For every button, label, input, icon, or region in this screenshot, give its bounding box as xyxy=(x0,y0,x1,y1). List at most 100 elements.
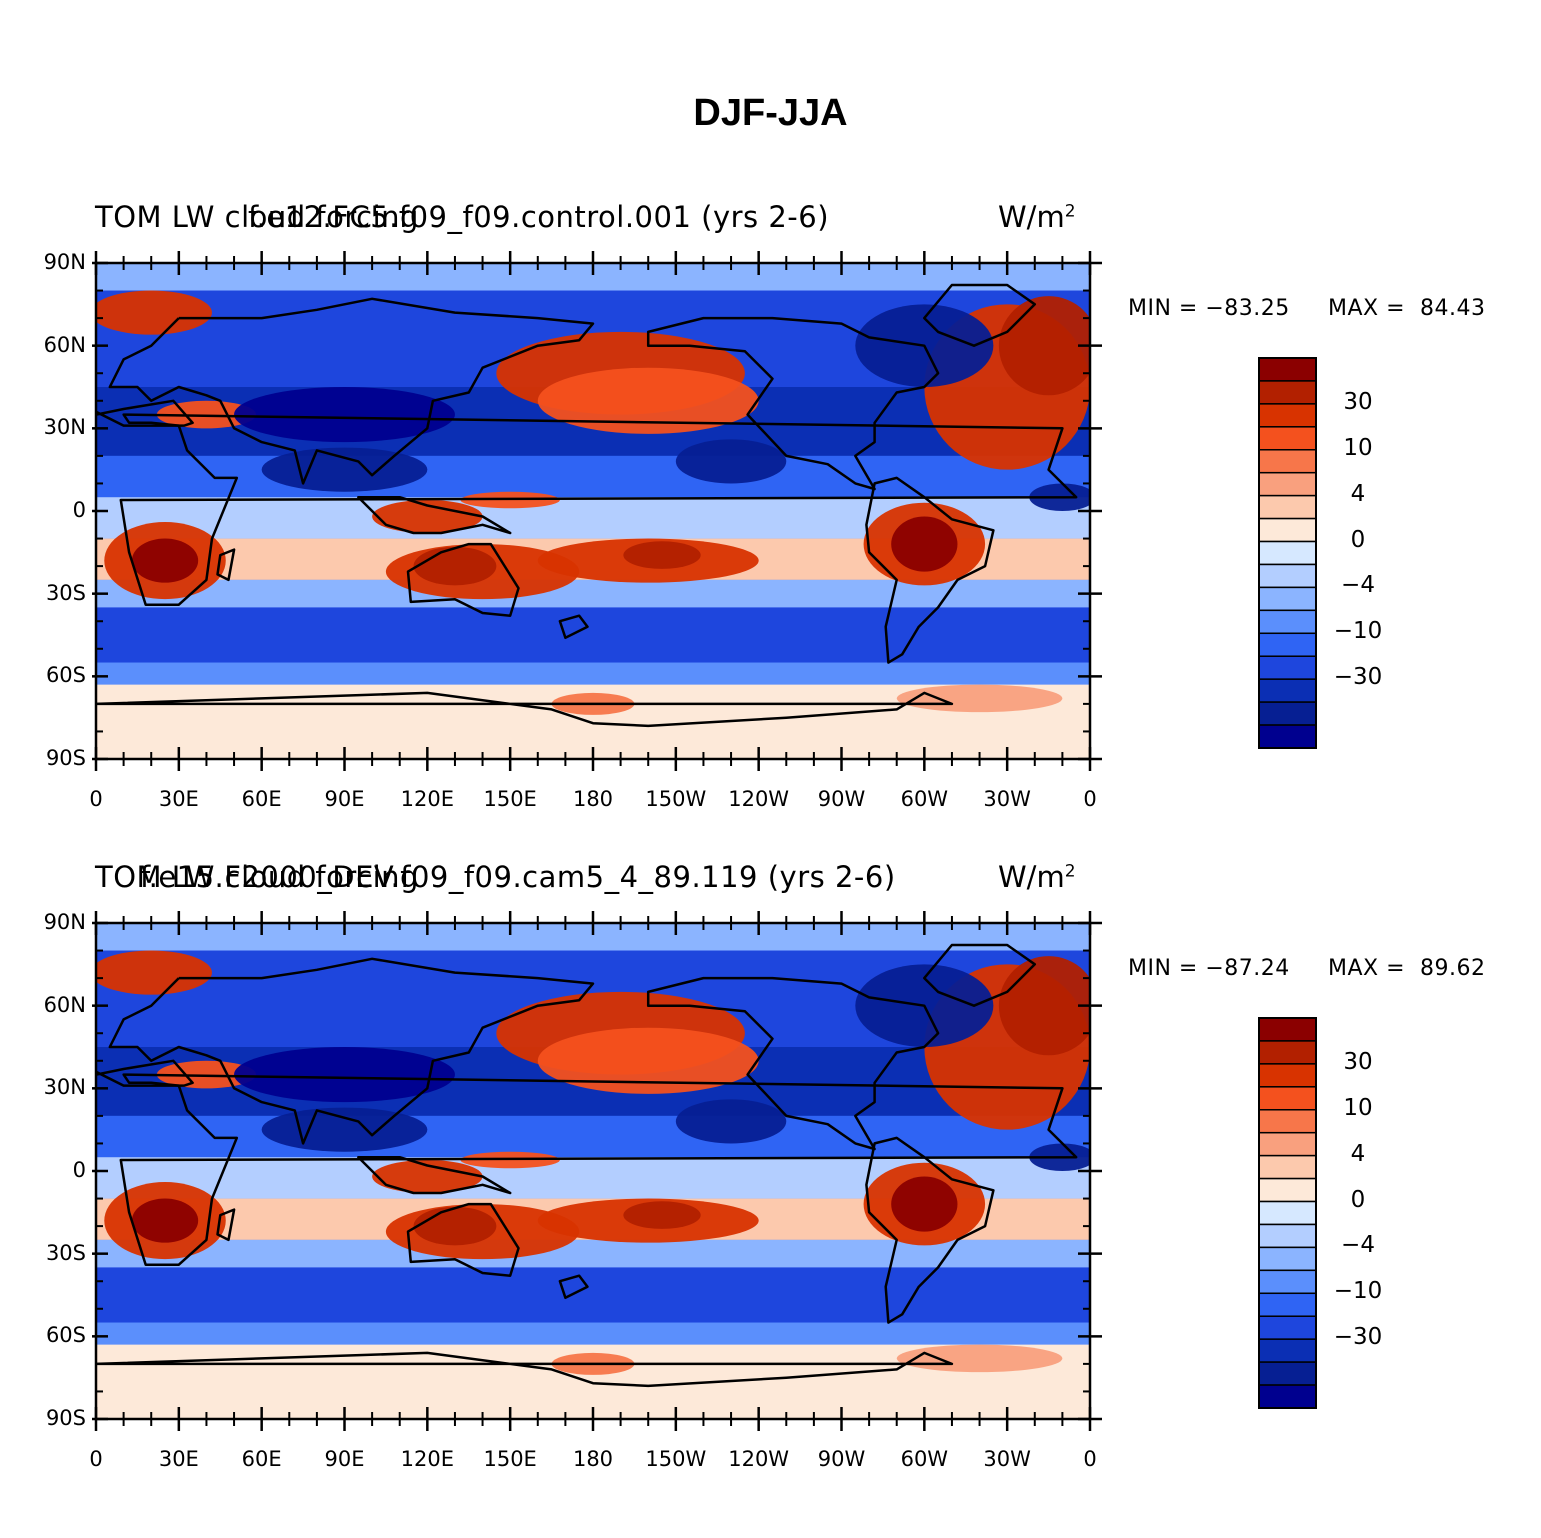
x-tick-label: 150E xyxy=(483,1447,537,1471)
x-tick-label: 60E xyxy=(241,787,282,811)
x-tick-label: 60W xyxy=(900,787,949,811)
x-tick-label: 120W xyxy=(728,1447,790,1471)
min-value-label: MIN = −83.25 xyxy=(1128,296,1290,321)
colorbar-label: 0 xyxy=(1350,1186,1366,1213)
colorbar-label: −30 xyxy=(1333,1324,1383,1351)
y-tick-label: 90S xyxy=(45,1406,86,1430)
x-tick-label: 30E xyxy=(158,787,199,811)
panel-units: W/m2 xyxy=(998,860,1076,894)
colorbar-swatch xyxy=(1258,1223,1317,1249)
colorbar-swatch xyxy=(1258,1131,1317,1157)
x-tick-label: 0 xyxy=(1083,787,1097,811)
field-layer xyxy=(96,923,1090,1419)
colorbar-label: 30 xyxy=(1343,1048,1373,1075)
colorbar-swatch xyxy=(1258,1109,1317,1134)
panel-case-title: f.e12.FC5.f09_f09.control.001 (yrs 2-6) xyxy=(248,200,830,234)
colorbar-swatch xyxy=(1258,1384,1317,1409)
colorbar-swatch xyxy=(1258,357,1317,382)
x-tick-label: 150W xyxy=(645,1447,707,1471)
y-tick-label: 90N xyxy=(43,250,86,274)
y-tick-label: 0 xyxy=(72,498,86,522)
colorbar-label: −10 xyxy=(1333,618,1383,645)
colorbar-swatch xyxy=(1258,1361,1317,1386)
x-tick-label: 150E xyxy=(483,787,537,811)
colorbar-swatch xyxy=(1258,449,1317,474)
colorbar-swatch xyxy=(1258,471,1317,497)
panel-field-title: TOM LW cloud forcing xyxy=(95,860,419,894)
colorbar-swatch xyxy=(1258,426,1317,451)
x-tick-label: 180 xyxy=(572,787,614,811)
figure-title: DJF-JJA xyxy=(693,92,848,134)
map-plot xyxy=(92,251,1317,771)
colorbar-swatch xyxy=(1258,1063,1317,1088)
tick-marks xyxy=(92,911,1102,1431)
colorbar-swatch xyxy=(1258,540,1317,566)
panel-case-title: f.e15.F2000_DEV.f09_f09.cam5_4_89.119 (y… xyxy=(140,860,896,894)
colorbar-label: 0 xyxy=(1350,526,1366,553)
x-tick-label: 150W xyxy=(645,787,707,811)
x-tick-label: 30E xyxy=(158,1447,199,1471)
x-tick-label: 90W xyxy=(817,787,866,811)
x-tick-label: 90E xyxy=(324,1447,365,1471)
colorbar-swatch xyxy=(1258,586,1317,612)
colorbar-label: −10 xyxy=(1333,1278,1383,1305)
x-tick-label: 60E xyxy=(241,1447,282,1471)
y-tick-label: 60S xyxy=(45,1323,86,1348)
y-tick-label: 30N xyxy=(43,415,86,440)
max-value-label: MAX = 89.62 xyxy=(1328,956,1486,981)
colorbar-swatch xyxy=(1258,1269,1317,1295)
colorbar-swatch xyxy=(1258,1200,1317,1226)
colorbar xyxy=(1258,1017,1317,1409)
colorbar-label: 10 xyxy=(1343,1094,1373,1121)
x-tick-label: 30W xyxy=(983,1447,1031,1471)
colorbar-swatch xyxy=(1258,1177,1317,1203)
x-tick-label: 90W xyxy=(817,1447,866,1471)
colorbar-label: 30 xyxy=(1343,388,1373,415)
y-tick-label: 0 xyxy=(72,1158,86,1182)
colorbar-swatch xyxy=(1258,517,1317,543)
y-tick-label: 60S xyxy=(45,663,86,688)
colorbar-label: −4 xyxy=(1341,1232,1375,1259)
y-tick-label: 90S xyxy=(45,746,86,770)
y-tick-label: 90N xyxy=(43,910,86,934)
tick-marks xyxy=(92,251,1102,771)
colorbar-label: 4 xyxy=(1350,1140,1366,1167)
x-tick-label: 180 xyxy=(572,1447,614,1471)
min-value-label: MIN = −87.24 xyxy=(1128,956,1290,981)
colorbar-swatch xyxy=(1258,609,1317,635)
panel-field-title: TOM LW cloud forcing xyxy=(95,200,419,234)
colorbar-swatch xyxy=(1258,1154,1317,1180)
colorbar-swatch xyxy=(1258,1017,1317,1042)
colorbar-swatch xyxy=(1258,1086,1317,1111)
x-tick-label: 90E xyxy=(324,787,365,811)
map-panel-1: TOM LW cloud forcing f.e12.FC5.f09_f09.c… xyxy=(0,0,1541,811)
x-tick-label: 120E xyxy=(400,1447,454,1471)
map-panel-2: TOM LW cloud forcing f.e15.F2000_DEV.f09… xyxy=(0,660,1541,1471)
colorbar-swatch xyxy=(1258,1246,1317,1272)
colorbar-label: 10 xyxy=(1343,434,1373,461)
colorbar-label: −30 xyxy=(1333,664,1383,691)
colorbar-swatch xyxy=(1258,1315,1317,1340)
y-tick-label: 30N xyxy=(43,1075,86,1100)
colorbar-swatch xyxy=(1258,1040,1317,1065)
x-tick-label: 120W xyxy=(728,787,790,811)
y-tick-label: 60N xyxy=(43,332,86,357)
colorbar-swatch xyxy=(1258,494,1317,520)
colorbar-swatch xyxy=(1258,1338,1317,1363)
x-tick-label: 0 xyxy=(1083,1447,1097,1471)
x-tick-label: 30W xyxy=(983,787,1031,811)
x-tick-label: 0 xyxy=(89,787,103,811)
colorbar xyxy=(1258,357,1317,749)
y-tick-label: 30S xyxy=(45,580,86,605)
field-layer xyxy=(96,263,1090,759)
y-tick-label: 30S xyxy=(45,1240,86,1265)
colorbar-swatch xyxy=(1258,632,1317,657)
colorbar-label: 4 xyxy=(1350,480,1366,507)
map-plot xyxy=(92,911,1317,1431)
x-tick-label: 120E xyxy=(400,787,454,811)
colorbar-swatch xyxy=(1258,380,1317,405)
x-tick-label: 0 xyxy=(89,1447,103,1471)
colorbar-swatch xyxy=(1258,563,1317,589)
x-tick-label: 60W xyxy=(900,1447,949,1471)
colorbar-swatch xyxy=(1258,403,1317,428)
